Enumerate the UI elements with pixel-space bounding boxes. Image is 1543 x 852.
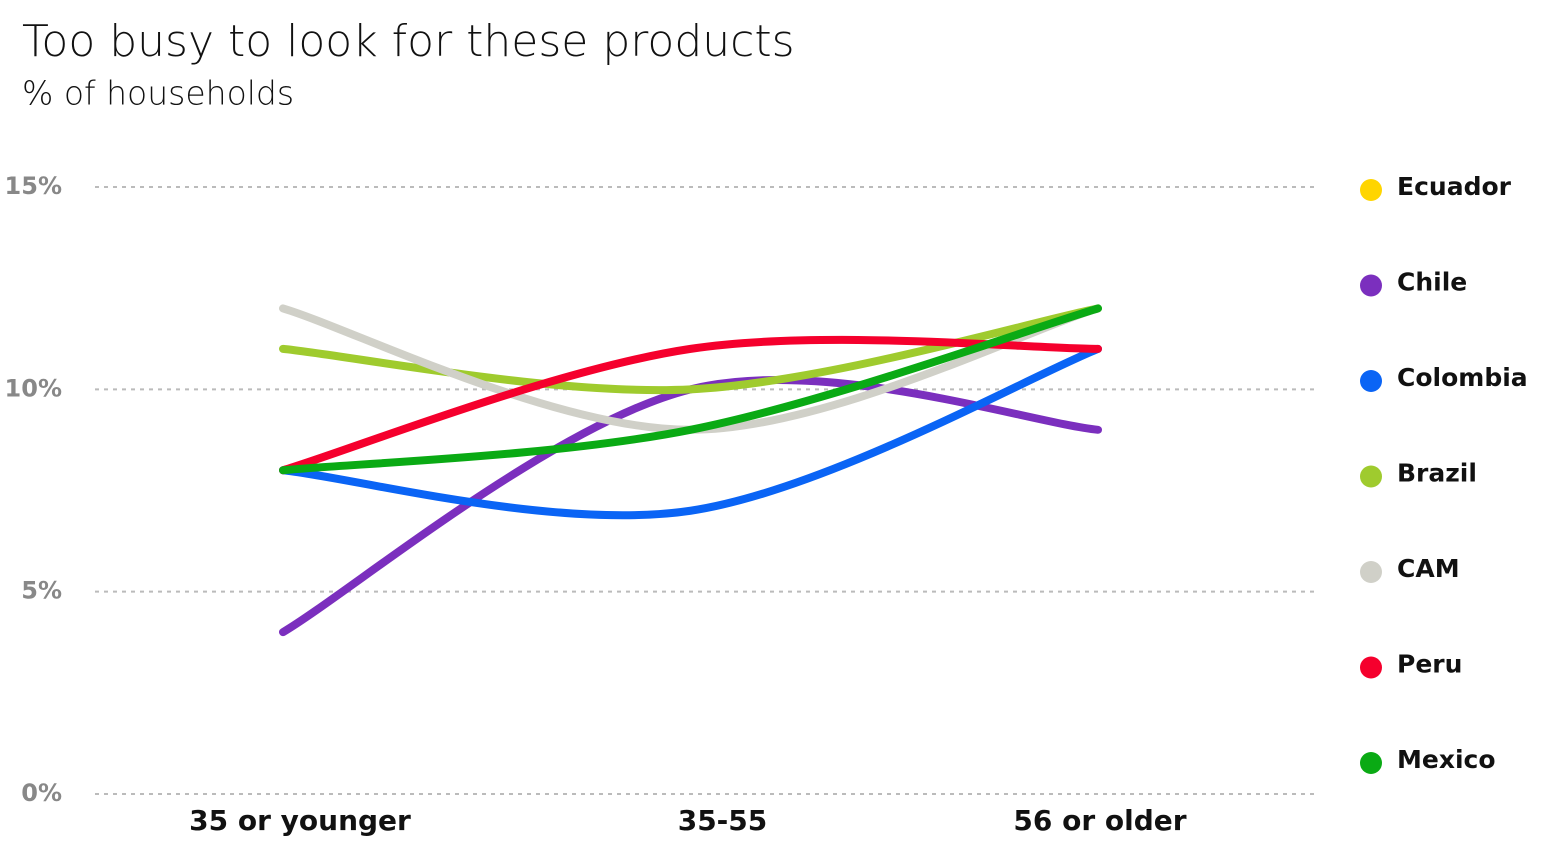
legend-swatch — [1360, 656, 1382, 679]
legend-swatch — [1360, 561, 1382, 583]
series-line — [279, 375, 1102, 637]
x-tick-label: 56 or older — [1013, 804, 1186, 837]
legend-label: Peru — [1397, 650, 1462, 679]
x-tick-label: 35-55 — [678, 804, 768, 837]
legend-swatch — [1360, 274, 1382, 297]
legend-swatch — [1360, 179, 1382, 201]
legend-swatch — [1360, 752, 1382, 774]
legend-label: Ecuador — [1397, 172, 1512, 201]
y-tick-label: 15% — [5, 172, 62, 200]
y-tick-label: 5% — [21, 577, 62, 605]
y-tick-label: 10% — [5, 374, 62, 402]
series-line — [279, 304, 1102, 395]
series-line — [279, 304, 1102, 475]
series-line — [279, 344, 1102, 520]
legend-swatch — [1360, 465, 1382, 488]
chart-subtitle: % of households — [22, 74, 294, 113]
legend-label: CAM — [1397, 554, 1460, 583]
legend-label: Brazil — [1397, 459, 1477, 488]
legend-label: Chile — [1397, 268, 1467, 297]
y-tick-label: 0% — [21, 779, 62, 807]
legend-label: Mexico — [1397, 745, 1496, 774]
legend-label: Colombia — [1397, 363, 1528, 392]
chart-title: Too busy to look for these products — [22, 16, 795, 67]
x-tick-label: 35 or younger — [189, 804, 411, 837]
legend-swatch — [1360, 370, 1382, 392]
